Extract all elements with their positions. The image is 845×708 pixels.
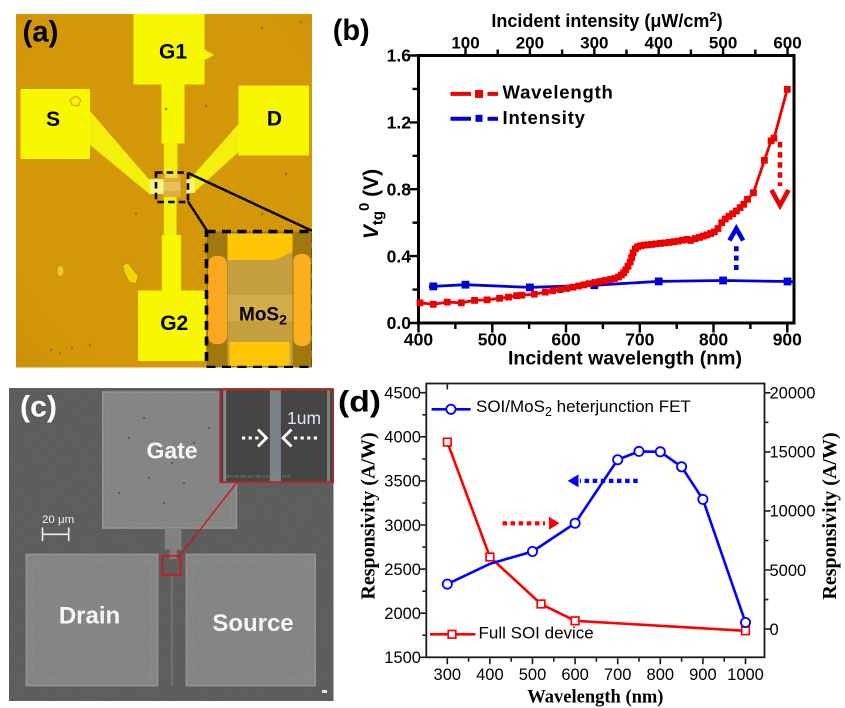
svg-text:G2: G2 bbox=[160, 312, 188, 335]
svg-text:400: 400 bbox=[476, 666, 504, 684]
svg-text:1.2: 1.2 bbox=[387, 113, 412, 133]
svg-text:Source: Source bbox=[212, 609, 293, 636]
svg-text:Gate: Gate bbox=[146, 437, 197, 463]
svg-text:300: 300 bbox=[580, 34, 608, 53]
svg-text:Vtg0 (V): Vtg0 (V) bbox=[356, 169, 387, 239]
svg-text:700: 700 bbox=[625, 330, 654, 350]
svg-text:600: 600 bbox=[561, 666, 589, 684]
svg-text:400: 400 bbox=[404, 330, 433, 350]
svg-text:600: 600 bbox=[551, 330, 580, 350]
svg-text:1000: 1000 bbox=[727, 666, 764, 684]
svg-text:900: 900 bbox=[689, 666, 717, 684]
svg-text:600: 600 bbox=[773, 34, 801, 53]
svg-text:10000: 10000 bbox=[770, 503, 816, 521]
svg-text:20000: 20000 bbox=[770, 385, 816, 403]
svg-text:800: 800 bbox=[647, 666, 675, 684]
svg-text:1.6: 1.6 bbox=[387, 46, 412, 66]
svg-text:(c): (c) bbox=[20, 390, 57, 423]
svg-text:Intensity: Intensity bbox=[503, 107, 586, 128]
svg-text:800: 800 bbox=[699, 330, 728, 350]
svg-text:1500: 1500 bbox=[384, 649, 421, 667]
svg-text:Full SOI device: Full SOI device bbox=[479, 624, 594, 643]
svg-text:300: 300 bbox=[434, 666, 462, 684]
svg-text:4000: 4000 bbox=[384, 429, 421, 447]
svg-text:Drain: Drain bbox=[59, 602, 120, 629]
svg-text:(a): (a) bbox=[22, 16, 58, 49]
svg-text:400: 400 bbox=[645, 34, 673, 53]
svg-text:1um: 1um bbox=[287, 407, 321, 427]
svg-text:100: 100 bbox=[451, 34, 479, 53]
svg-text:500: 500 bbox=[709, 34, 737, 53]
svg-text:(d): (d) bbox=[338, 386, 381, 419]
svg-text:900: 900 bbox=[773, 330, 802, 350]
svg-text:5000: 5000 bbox=[770, 562, 807, 580]
svg-text:3000: 3000 bbox=[384, 517, 421, 535]
svg-text:Wavelength: Wavelength bbox=[503, 82, 614, 103]
svg-text:15kV x5,000 1um WD 8.0mm: 15kV x5,000 1um WD 8.0mm SE 10:41 bbox=[225, 474, 291, 478]
svg-text:Incident wavelength (nm): Incident wavelength (nm) bbox=[508, 348, 742, 370]
svg-text:3500: 3500 bbox=[384, 473, 421, 491]
svg-text:2500: 2500 bbox=[384, 561, 421, 579]
svg-text:Wavelength (nm): Wavelength (nm) bbox=[527, 688, 663, 708]
svg-text:MoS2: MoS2 bbox=[239, 305, 287, 328]
svg-text:(b): (b) bbox=[333, 14, 370, 47]
svg-text:0.8: 0.8 bbox=[387, 179, 412, 199]
svg-text:700: 700 bbox=[604, 666, 632, 684]
svg-text:4500: 4500 bbox=[384, 385, 421, 403]
svg-text:Responsivity (A/W): Responsivity (A/W) bbox=[358, 432, 380, 599]
svg-text:Incident intensity (μW/cm2): Incident intensity (μW/cm2) bbox=[491, 9, 722, 31]
svg-text:Responsivity (A/W): Responsivity (A/W) bbox=[819, 432, 841, 599]
svg-text:200: 200 bbox=[516, 34, 544, 53]
svg-text:0.4: 0.4 bbox=[387, 246, 412, 266]
svg-text:SOI/MoS2 heterjunction FET: SOI/MoS2 heterjunction FET bbox=[476, 397, 691, 419]
svg-text:2000: 2000 bbox=[384, 605, 421, 623]
svg-text:20 μm: 20 μm bbox=[42, 513, 74, 525]
svg-text:0.0: 0.0 bbox=[387, 313, 412, 333]
svg-text:500: 500 bbox=[519, 666, 547, 684]
svg-text:S: S bbox=[46, 108, 60, 131]
svg-text:0: 0 bbox=[770, 621, 779, 639]
svg-text:D: D bbox=[266, 107, 281, 130]
svg-text:500: 500 bbox=[478, 330, 507, 350]
svg-text:15000: 15000 bbox=[770, 444, 816, 462]
svg-text:G1: G1 bbox=[158, 41, 186, 64]
